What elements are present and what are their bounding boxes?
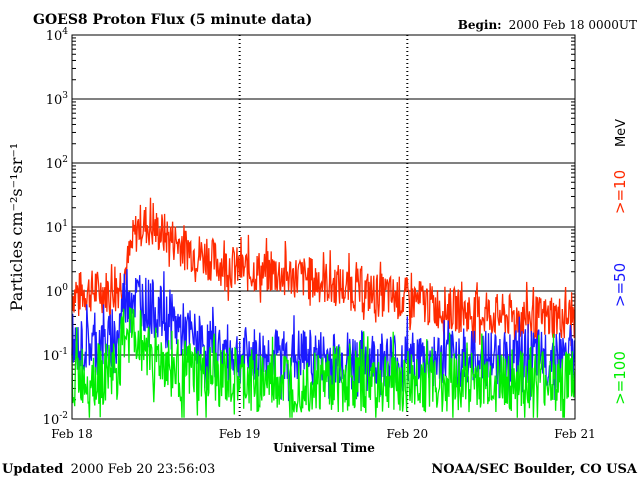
y-tick-exp: 1 bbox=[62, 219, 68, 229]
y-tick-label: 102 bbox=[46, 155, 68, 172]
legend-ge10: >=10 bbox=[611, 170, 629, 214]
plot-frame bbox=[71, 34, 576, 420]
y-tick-base: 10 bbox=[46, 221, 63, 236]
begin-label: Begin: bbox=[458, 18, 502, 32]
data-series bbox=[71, 197, 576, 418]
y-tick-base: 10 bbox=[46, 93, 63, 108]
x-tick-label: Feb 18 bbox=[51, 427, 93, 441]
y-tick-exp: 0 bbox=[62, 283, 68, 293]
y-tick-label: 10-2 bbox=[43, 411, 68, 428]
y-tick-exp: 2 bbox=[62, 155, 68, 165]
x-axis-label: Universal Time bbox=[273, 441, 375, 455]
x-tick-label: Feb 20 bbox=[387, 427, 429, 441]
y-axis-label: Particles cm⁻²s⁻¹sr⁻¹ bbox=[7, 143, 26, 311]
y-tick-base: 10 bbox=[46, 285, 63, 300]
y-tick-exp: -2 bbox=[59, 411, 68, 421]
credit-text: NOAA/SEC Boulder, CO USA bbox=[431, 462, 638, 477]
legend-ge100: >=100 bbox=[611, 351, 629, 405]
updated-value: 2000 Feb 20 23:56:03 bbox=[71, 462, 216, 477]
y-tick-label: 100 bbox=[46, 283, 69, 300]
y-tick-base: 10 bbox=[46, 29, 63, 44]
y-tick-label: 10-1 bbox=[43, 347, 68, 364]
y-tick-exp: -1 bbox=[59, 347, 68, 357]
begin-value: 2000 Feb 18 0000UT bbox=[509, 18, 637, 32]
x-tick-label: Feb 19 bbox=[219, 427, 261, 441]
y-tick-base: 10 bbox=[46, 157, 63, 172]
y-tick-base: 10 bbox=[43, 413, 60, 428]
updated-label: Updated bbox=[2, 462, 63, 477]
series-line-2 bbox=[71, 307, 576, 418]
y-tick-exp: 4 bbox=[62, 27, 68, 37]
y-tick-label: 101 bbox=[46, 219, 68, 236]
y-tick-label: 104 bbox=[46, 27, 69, 44]
y-tick-base: 10 bbox=[43, 349, 60, 364]
y-tick-exp: 3 bbox=[62, 91, 68, 101]
legend-ge50: >=50 bbox=[611, 263, 629, 307]
legend-unit: MeV bbox=[614, 119, 629, 147]
x-tick-labels: Feb 18 Feb 19 Feb 20 Feb 21 bbox=[51, 427, 596, 441]
begin-line: Begin: 2000 Feb 18 0000UT bbox=[458, 18, 637, 32]
series-line-0 bbox=[71, 197, 576, 351]
updated-line: Updated 2000 Feb 20 23:56:03 bbox=[2, 461, 215, 477]
chart-title: GOES8 Proton Flux (5 minute data) bbox=[33, 12, 312, 28]
y-tick-label: 103 bbox=[46, 91, 69, 108]
x-tick-label: Feb 21 bbox=[554, 427, 596, 441]
